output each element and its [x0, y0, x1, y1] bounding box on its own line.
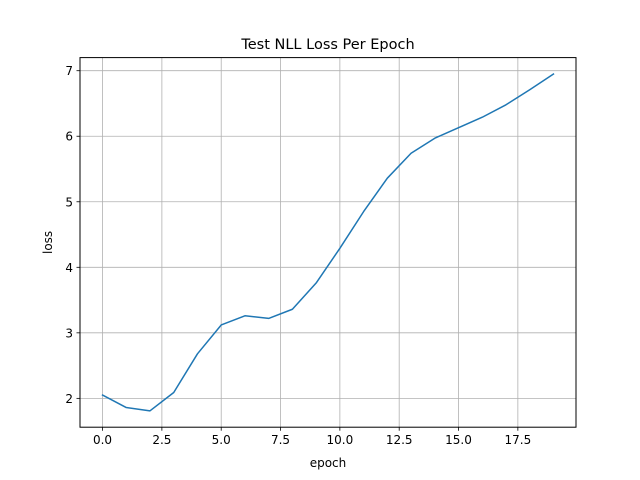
y-tick-label: 3 [65, 326, 73, 340]
y-tick-label: 6 [65, 130, 73, 144]
y-tick-label: 4 [65, 261, 73, 275]
series-layer [101, 72, 555, 412]
x-tick-label: 2.5 [152, 433, 171, 447]
series-line [101, 72, 555, 412]
axes-frame [79, 57, 577, 428]
y-tick-label: 5 [65, 195, 73, 209]
grid-lines [80, 57, 576, 428]
y-tick-label: 7 [65, 64, 73, 78]
x-tick-label: 15.0 [445, 433, 472, 447]
x-tick-label: 0.0 [93, 433, 112, 447]
y-axis-ticks: 2 3 4 5 6 7 [65, 64, 80, 406]
x-tick-label: 5.0 [212, 433, 231, 447]
x-axis-ticks: 0.0 2.5 5.0 7.5 10.0 12.5 15.0 17.5 [93, 427, 531, 447]
x-tick-label: 17.5 [504, 433, 531, 447]
chart-title: Test NLL Loss Per Epoch [240, 37, 414, 53]
y-tick-label: 2 [65, 392, 73, 406]
y-axis-label: loss [41, 231, 55, 254]
x-axis-label: epoch [310, 456, 347, 470]
x-tick-label: 7.5 [271, 433, 290, 447]
x-tick-label: 10.0 [327, 433, 354, 447]
x-tick-label: 12.5 [386, 433, 413, 447]
